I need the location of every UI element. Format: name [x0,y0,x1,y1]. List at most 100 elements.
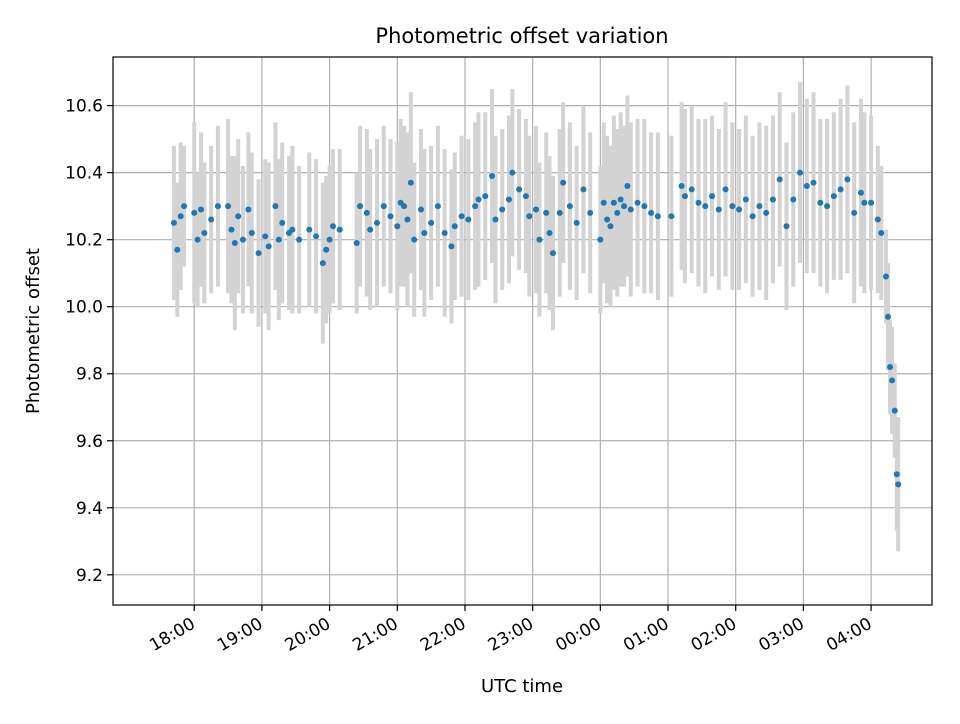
data-point [587,209,594,216]
y-tick-label: 9.8 [76,365,103,385]
data-point [543,209,550,216]
data-point [878,229,885,236]
data-point [313,233,320,240]
data-point [844,176,851,183]
data-point [695,199,702,206]
data-point [380,203,387,210]
data-point [776,176,783,183]
y-tick-label: 9.2 [76,566,103,586]
data-point [824,203,831,210]
data-point [279,219,286,226]
data-point [617,196,624,203]
data-point [357,203,364,210]
data-point [597,236,604,243]
data-point [641,203,648,210]
data-point [472,203,479,210]
data-point [742,196,749,203]
data-point [407,179,414,186]
data-point [624,183,631,190]
data-point [404,216,411,223]
data-point [329,223,336,230]
data-point [296,236,303,243]
data-point [505,196,512,203]
data-point [492,216,499,223]
data-point [874,216,881,223]
data-point [401,203,408,210]
data-point [688,186,695,193]
data-point [275,236,282,243]
data-point [465,216,472,223]
data-point [549,250,556,257]
data-point [191,209,198,216]
data-point [546,229,553,236]
data-point [428,219,435,226]
data-point [499,206,506,213]
data-point [363,209,370,216]
data-point [489,172,496,179]
data-point [482,193,489,200]
data-point [837,186,844,193]
data-point [170,219,177,226]
data-point [810,179,817,186]
data-point [387,213,394,220]
data-point [627,206,634,213]
data-point [208,216,215,223]
y-axis-label: Photometric offset [23,248,44,414]
data-point [367,226,374,233]
data-point [526,213,533,220]
data-point [817,199,824,206]
y-tick-label: 10.2 [65,231,103,251]
data-point [678,183,685,190]
data-point [448,243,455,250]
data-point [451,223,458,230]
data-point [522,193,529,200]
data-point [702,203,709,210]
data-point [797,169,804,176]
data-point [353,240,360,247]
data-point [235,213,242,220]
data-point [255,250,262,257]
data-point [373,219,380,226]
data-point [509,169,516,176]
data-point [245,206,252,213]
data-points [170,169,902,488]
data-point [573,219,580,226]
data-point [715,206,722,213]
data-point [722,186,729,193]
data-point [434,203,441,210]
data-point [458,213,465,220]
data-point [885,313,892,320]
data-point [289,226,296,233]
data-point [889,377,896,384]
data-point [177,213,184,220]
data-point [560,179,567,186]
data-point [868,199,875,206]
data-point [228,226,235,233]
data-point [882,273,889,280]
data-point [194,236,201,243]
data-point [239,236,246,243]
data-point [648,209,655,216]
data-point [566,203,573,210]
y-tick-label: 9.4 [76,499,103,519]
data-point [749,213,756,220]
data-point [272,203,279,210]
data-point [654,213,661,220]
data-point [174,246,181,253]
data-point [394,223,401,230]
data-point [441,229,448,236]
data-point [319,260,326,267]
data-point [231,240,238,247]
data-point [580,186,587,193]
data-point [729,203,736,210]
data-point [516,186,523,193]
data-point [265,243,272,250]
data-point [769,196,776,203]
data-point [201,229,208,236]
data-point [803,183,810,190]
y-axis-ticks: 9.2 9.4 9.6 9.8 10.0 10.2 10.4 10.6 [65,97,113,586]
data-point [621,203,628,210]
data-point [681,193,688,200]
axes-frame [112,56,933,606]
